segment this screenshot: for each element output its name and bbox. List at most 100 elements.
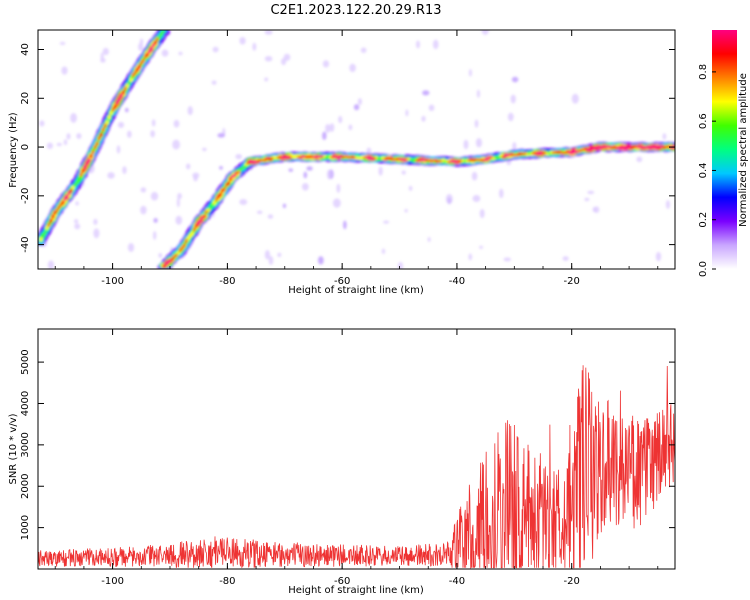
spectrogram-noise-blob [562, 256, 569, 261]
spectrogram-noise-blob [185, 163, 191, 170]
spectrogram-noise-blob [193, 175, 198, 182]
spectrogram-ridge-blob [95, 141, 99, 146]
spectrogram-noise-blob [468, 69, 472, 77]
spectrogram-ridge-blob [47, 222, 51, 228]
spectrogram-ridge-blob [45, 225, 49, 230]
spectrogram-axes: -100 -80 -60 -40 -20 -40 -20 0 20 40 [20, 30, 675, 287]
spectrogram-y-tick-label: 40 [20, 43, 31, 56]
spectrogram-ridge-blob [127, 80, 131, 86]
spectrogram-noise-blob [507, 112, 514, 122]
colorbar-tick-label: 0.6 [698, 113, 709, 129]
spectrogram-noise-blob [177, 193, 182, 200]
spectrogram-noise-blob [322, 60, 330, 68]
spectrogram-noise-blob [587, 190, 595, 195]
spectrogram-noise-blob [39, 120, 45, 127]
spectrogram-noise-blob [117, 121, 125, 129]
spectrogram-ridge-blob [218, 192, 223, 197]
spectrogram-noise-blob [202, 147, 207, 152]
spectrogram-noise-blob [427, 236, 431, 242]
spectrogram-noise-blob [349, 63, 356, 73]
spectrogram-noise-blob [153, 217, 158, 223]
spectrogram-ridge-blob [121, 90, 125, 95]
spectrogram-noise-blob [636, 156, 643, 163]
spectrogram-noise-blob [329, 123, 335, 132]
spectrogram-noise-blob [381, 248, 386, 255]
spectrogram-noise-blob [332, 198, 341, 208]
spectrogram-ridge-blob [109, 110, 113, 116]
spectrogram-frame [37, 29, 676, 270]
snr-x-tick-label: -20 [564, 576, 580, 587]
spectrogram-noise-blob [102, 47, 109, 56]
spectrogram-noise-blob [140, 187, 147, 193]
snr-y-label: SNR (10 * v/v) [8, 413, 19, 484]
spectrogram-noise-blob [594, 206, 600, 213]
spectrogram-noise-blob [268, 255, 274, 265]
spectrogram-noise-blob [510, 94, 516, 104]
spectrogram-noise-blob [277, 252, 282, 257]
spectrogram-ridge-blob [119, 93, 123, 98]
spectrogram-noise-blob [479, 245, 484, 249]
spectrogram-noise-blob [74, 219, 79, 224]
spectrogram-ridge-blob [232, 173, 237, 177]
spectrogram-ridge-blob [87, 158, 91, 163]
spectrogram-noise-blob [61, 66, 68, 75]
spectrogram-noise-blob [252, 42, 257, 51]
spectrogram-noise-blob [383, 220, 390, 224]
spectrogram-noise-blob [432, 39, 439, 50]
spectrogram-ridge-blob [81, 168, 85, 174]
spectrogram-ridge-blob [77, 177, 81, 182]
spectrogram-ridge-blob [164, 262, 169, 266]
spectrogram-ridge-blob [222, 187, 227, 192]
spectrogram-noise-blob [472, 194, 481, 202]
spectrogram-ridge-blob [182, 243, 187, 248]
colorbar-label: Normalized spectral amplitude [738, 73, 749, 227]
snr-y-tick-label: 5000 [20, 349, 31, 374]
spectrogram-noise-blob [93, 228, 100, 239]
spectrogram-y-tick-label: -40 [20, 236, 31, 252]
spectrogram-noise-blob [471, 171, 478, 181]
spectrogram-noise-blob [122, 166, 127, 175]
spectrogram-ridge-blob [113, 104, 117, 109]
spectrogram-noise-blob [401, 170, 406, 175]
spectrogram-noise-blob [100, 52, 104, 60]
spectrogram-noise-blob [474, 119, 479, 128]
spectrogram-noise-blob [173, 119, 180, 128]
spectrogram-ridge-blob [89, 153, 93, 159]
spectrogram-ridge-blob [153, 40, 158, 45]
spectrogram-noise-blob [408, 185, 413, 191]
spectrogram-noise-blob [264, 77, 269, 82]
spectrogram-ridge-blob [103, 123, 107, 128]
spectrogram-noise-blob [665, 200, 671, 209]
spectrogram-ridge-blob [226, 181, 231, 186]
spectrogram-noise-blob [175, 215, 183, 225]
spectrogram-noise-blob [63, 139, 68, 146]
snr-x-tick-label: -80 [219, 576, 235, 587]
colorbar: 0.0 0.2 0.4 0.6 0.8 Normalized spectral ampl… [698, 30, 749, 277]
spectrogram-noise-blob [76, 133, 82, 140]
spectrogram-noise-blob [360, 47, 367, 53]
spectrogram-ridge-blob [133, 70, 137, 75]
spectrogram-ridge-blob [157, 35, 162, 40]
spectrogram-ridge-blob [212, 200, 217, 205]
spectrogram-noise-blob [239, 36, 246, 45]
figure-title: C2E1.2023.122.20.29.R13 [270, 3, 441, 18]
snr-x-tick-label: -100 [101, 576, 124, 587]
spectrogram-ridge-blob [176, 251, 181, 255]
spectrogram-noise-blob [172, 139, 181, 150]
spectrogram-noise-blob [421, 115, 426, 122]
spectrogram-ridge-blob [39, 237, 43, 242]
snr-y-tick-label: 3000 [20, 432, 31, 457]
spectrogram-x-tick-label: -20 [564, 276, 580, 287]
spectrogram-noise-blob [283, 53, 291, 61]
spectrogram-noise-blob [59, 41, 66, 46]
spectrogram-noise-blob [378, 166, 383, 176]
spectrogram-noise-blob [264, 30, 273, 35]
spectrogram-noise-blob [571, 93, 579, 104]
spectrogram-ridge-blob [137, 64, 141, 69]
spectrogram-noise-blob [353, 104, 360, 111]
snr-x-tick-label: -60 [334, 576, 350, 587]
spectrogram-panel: -100 -80 -60 -40 -20 -40 -20 0 20 40 Height of st… [8, 29, 676, 296]
spectrogram-noise-blob [264, 55, 273, 62]
spectrogram-noise-blob [404, 209, 408, 213]
spectrogram-noise-blob [326, 169, 332, 180]
